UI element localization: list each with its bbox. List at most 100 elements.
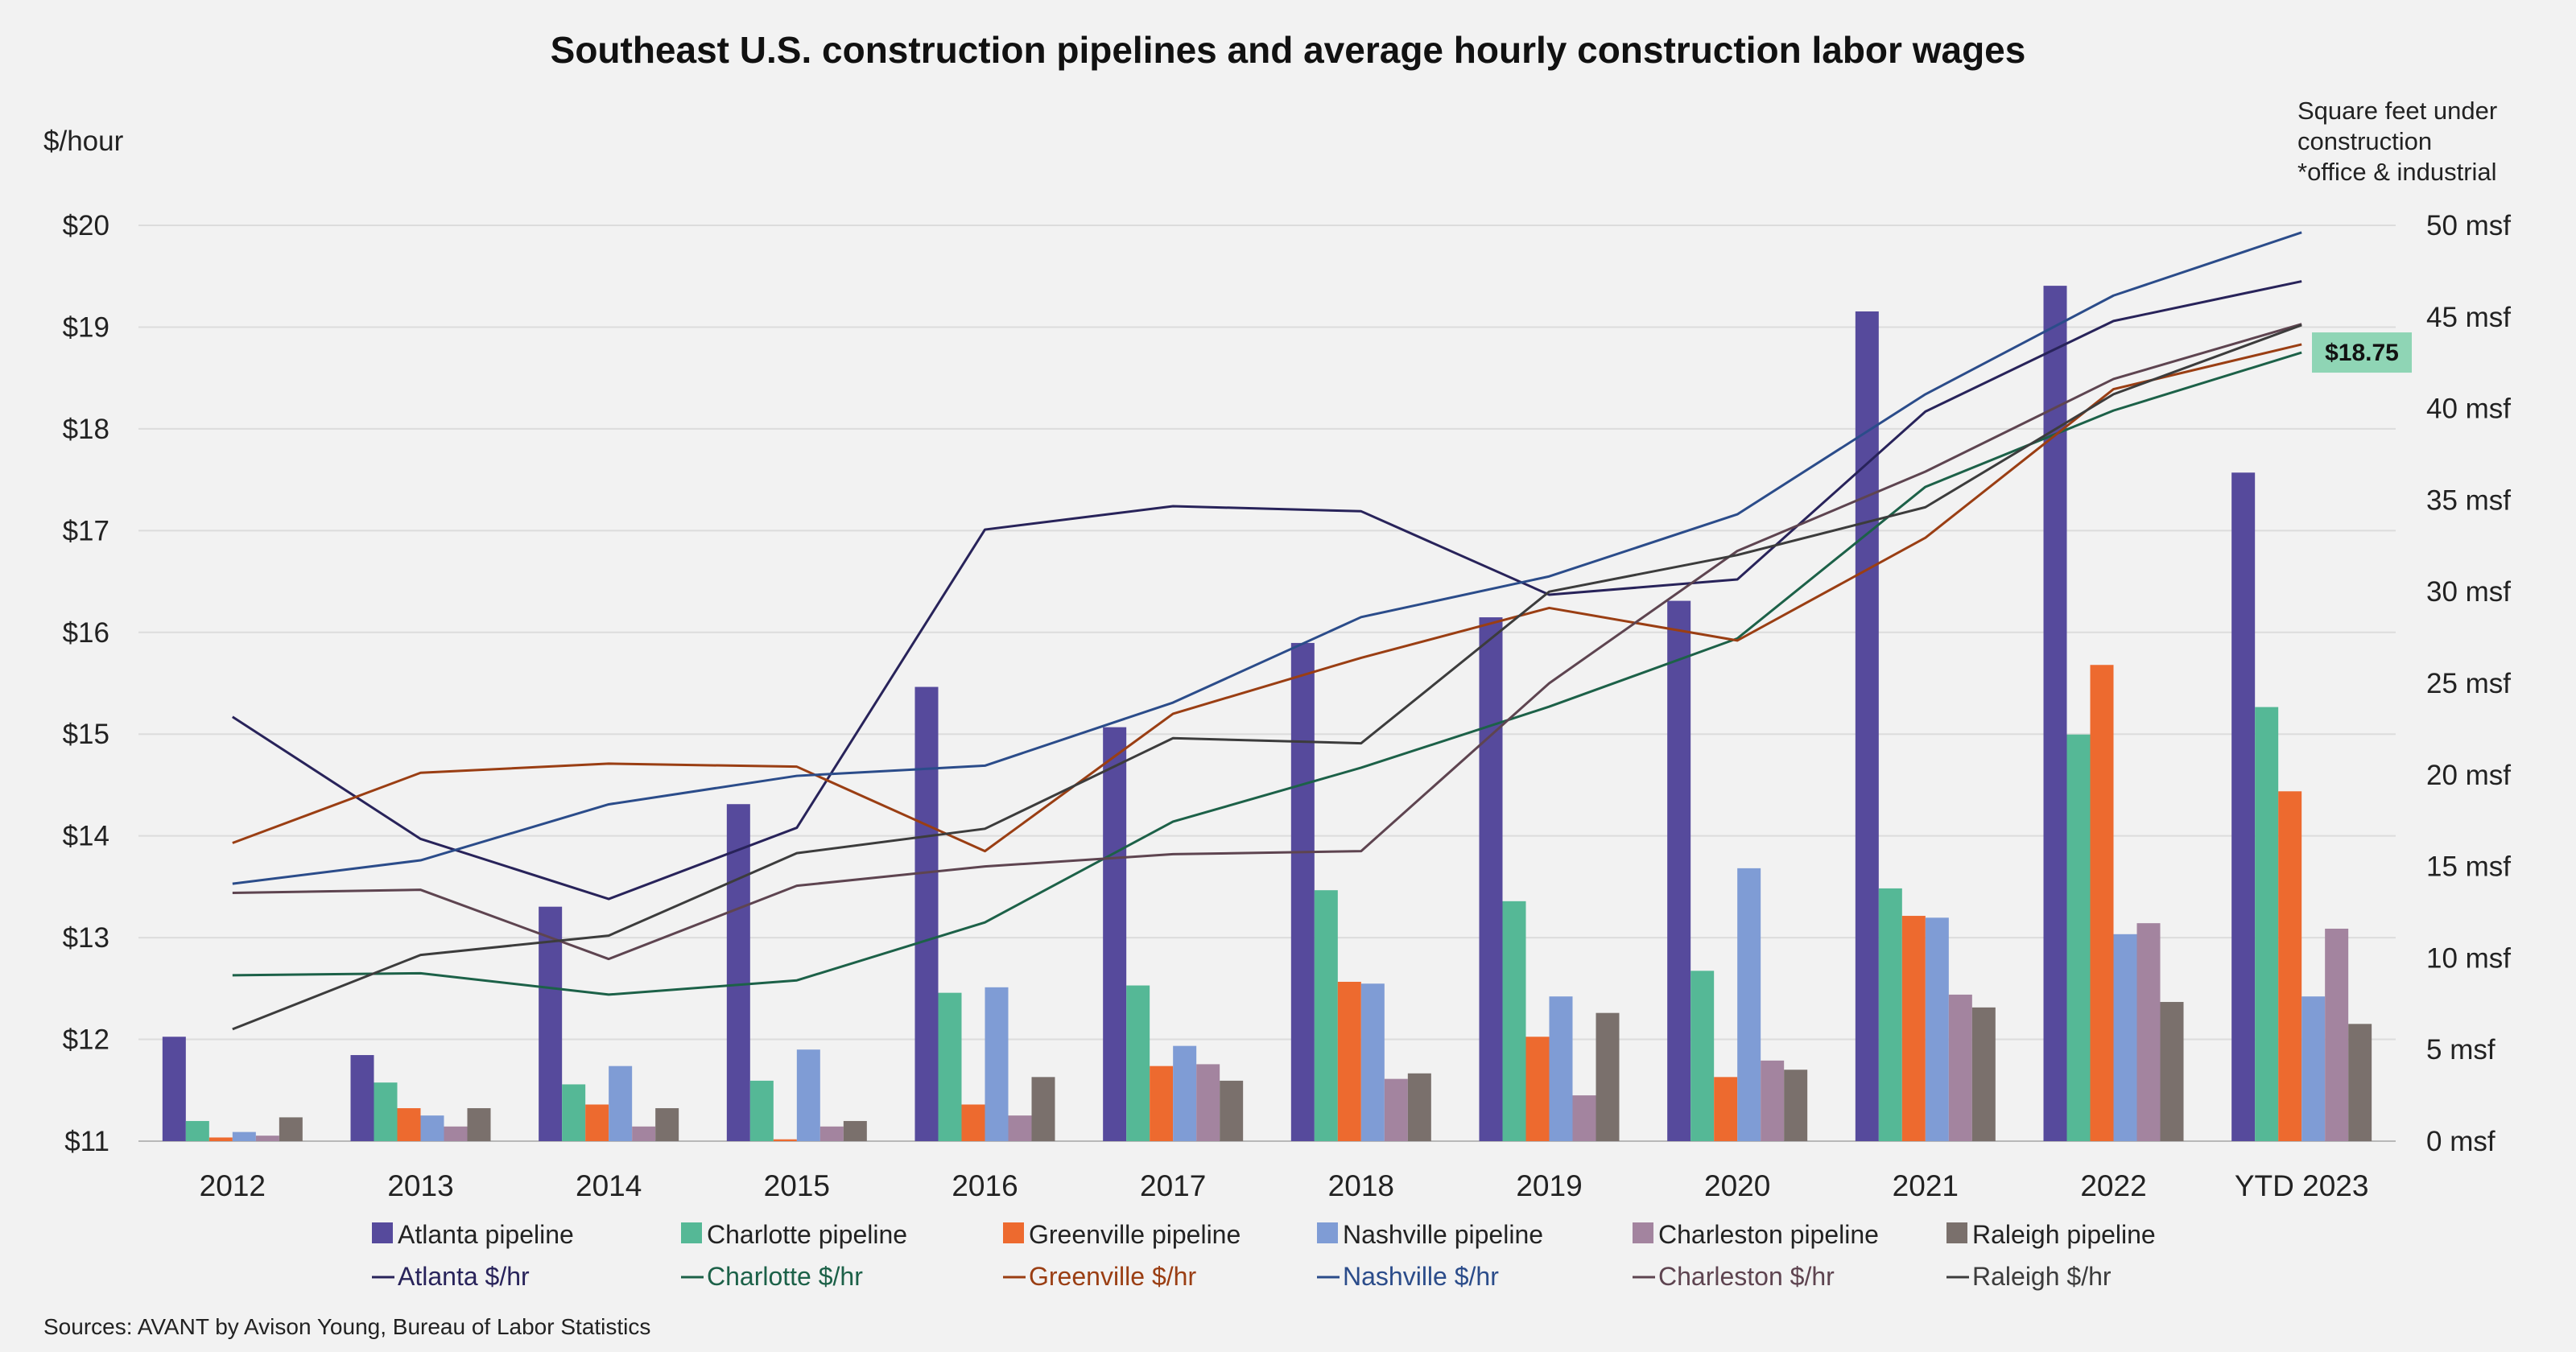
legend-label: Atlanta pipeline <box>398 1220 574 1249</box>
bar <box>162 1037 186 1141</box>
bar <box>1761 1060 1785 1141</box>
bar <box>1173 1045 1197 1141</box>
bar <box>796 1049 820 1141</box>
bar <box>279 1117 303 1141</box>
bar <box>255 1136 279 1141</box>
bar <box>585 1104 609 1141</box>
bar <box>232 1131 256 1141</box>
bar <box>208 1137 233 1141</box>
bar <box>1220 1080 1244 1141</box>
bar <box>185 1120 209 1141</box>
bar <box>726 804 750 1141</box>
bars <box>162 286 2372 1142</box>
bar <box>1572 1095 1596 1141</box>
bar <box>773 1139 797 1141</box>
legend-label: Charleston pipeline <box>1658 1220 1879 1249</box>
x-tick-label: 2017 <box>1140 1169 1206 1202</box>
value-annotation: $18.75 <box>2312 332 2412 373</box>
gridlines <box>138 225 2396 1142</box>
legend-label: Nashville $/hr <box>1343 1262 1499 1291</box>
bar <box>2136 923 2161 1141</box>
bar <box>562 1084 586 1141</box>
wage-line <box>232 324 2302 1031</box>
chart-title: Southeast U.S. construction pipelines an… <box>551 29 2026 71</box>
bar <box>2301 996 2326 1141</box>
bar <box>1525 1037 1550 1141</box>
right-tick-label: 45 msf <box>2426 302 2511 333</box>
bar <box>1360 983 1385 1141</box>
bar <box>2255 707 2279 1141</box>
x-tick-label: YTD 2023 <box>2235 1169 2369 1202</box>
left-axis-ticks: $11 $12 $13 $14 $15 $16 $17 $18 $19 $20 <box>63 210 109 1157</box>
left-tick-label: $16 <box>63 617 109 649</box>
bar <box>2113 934 2137 1141</box>
bar <box>1549 996 1573 1141</box>
bar <box>1150 1066 1174 1141</box>
bar <box>749 1080 774 1141</box>
bar <box>1126 985 1150 1141</box>
x-tick-label: 2014 <box>576 1169 642 1202</box>
bar <box>819 1126 844 1141</box>
bar <box>2278 791 2302 1141</box>
bar <box>1314 890 1338 1141</box>
bar <box>2348 1024 2372 1141</box>
bar <box>1337 981 1361 1141</box>
bar <box>655 1108 679 1141</box>
left-tick-label: $12 <box>63 1024 109 1056</box>
bar <box>350 1055 374 1141</box>
right-axis-label-line-3: *office & industrial <box>2297 158 2497 186</box>
bar <box>1384 1078 1408 1141</box>
bar <box>1784 1070 1808 1141</box>
bar <box>397 1108 421 1141</box>
legend-label: Greenville $/hr <box>1029 1262 1196 1291</box>
legend-label: Atlanta $/hr <box>398 1262 530 1291</box>
annotation-badge <box>2312 332 2412 373</box>
legend-label: Charleston $/hr <box>1658 1262 1835 1291</box>
wage-line <box>232 323 2302 961</box>
legend-swatch <box>1946 1222 1967 1243</box>
right-axis-label-line-1: Square feet under <box>2297 97 2497 125</box>
x-tick-label: 2019 <box>1516 1169 1582 1202</box>
left-tick-label: $19 <box>63 311 109 343</box>
x-tick-label: 2016 <box>952 1169 1018 1202</box>
left-tick-label: $17 <box>63 515 109 546</box>
bar <box>1290 642 1315 1141</box>
bar <box>1008 1115 1032 1141</box>
left-tick-label: $18 <box>63 414 109 445</box>
right-axis-label-line-2: construction <box>2297 127 2432 155</box>
x-tick-label: 2013 <box>387 1169 453 1202</box>
legend-swatch <box>1003 1222 1024 1243</box>
bar <box>985 987 1009 1141</box>
right-tick-label: 15 msf <box>2426 851 2511 883</box>
bar <box>1878 888 1902 1141</box>
wage-line <box>232 343 2302 853</box>
bar <box>1971 1007 1996 1141</box>
bar <box>1407 1073 1431 1141</box>
bar <box>1502 901 1526 1141</box>
bar <box>420 1115 444 1141</box>
legend-swatch <box>372 1222 393 1243</box>
x-tick-label: 2018 <box>1328 1169 1394 1202</box>
legend-swatch <box>1317 1222 1338 1243</box>
legend-label: Nashville pipeline <box>1343 1220 1543 1249</box>
legend-label: Raleigh pipeline <box>1972 1220 2156 1249</box>
source-note: Sources: AVANT by Avison Young, Bureau o… <box>43 1314 650 1339</box>
bar <box>1855 311 1879 1142</box>
right-tick-label: 0 msf <box>2426 1126 2496 1157</box>
bar <box>1031 1077 1055 1141</box>
bar <box>961 1104 985 1141</box>
bar <box>1196 1064 1220 1141</box>
wage-line <box>232 231 2302 885</box>
bar <box>2231 472 2256 1141</box>
bar <box>914 686 939 1141</box>
right-tick-label: 5 msf <box>2426 1034 2496 1066</box>
bar <box>609 1066 633 1141</box>
right-tick-label: 40 msf <box>2426 394 2511 425</box>
left-tick-label: $15 <box>63 719 109 750</box>
legend-label: Charlotte $/hr <box>707 1262 863 1291</box>
bar <box>938 992 962 1141</box>
bar <box>2066 734 2091 1141</box>
bar <box>2325 928 2349 1141</box>
bar <box>2043 286 2067 1141</box>
bar <box>1901 916 1926 1141</box>
